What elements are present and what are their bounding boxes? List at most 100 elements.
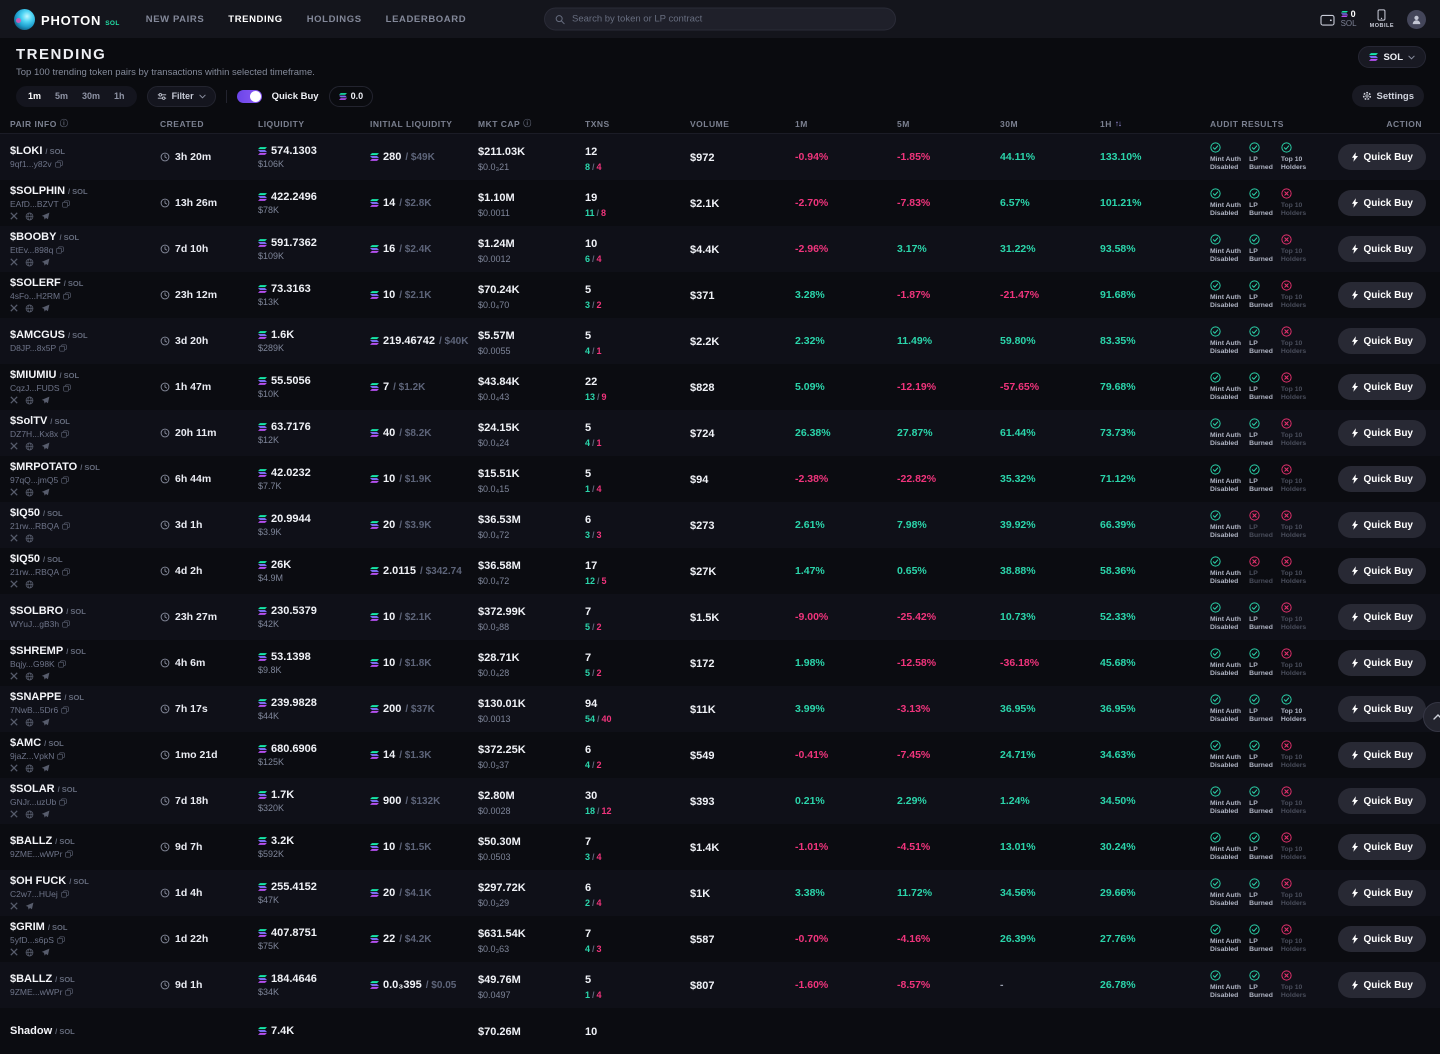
col-1h[interactable]: 1H↑↓ [1100, 119, 1210, 129]
copy-address-icon[interactable] [62, 568, 70, 576]
copy-address-icon[interactable] [65, 850, 73, 858]
quick-buy-amount-input[interactable]: 0.0 [329, 86, 374, 107]
x-icon[interactable] [10, 580, 18, 589]
table-row[interactable]: $OH FUCK/ SOLC2w7...HUej1d 4h255.4152$47… [0, 870, 1440, 916]
table-row[interactable]: $SOLBRO/ SOLWYuJ...gB3h23h 27m230.5379$4… [0, 594, 1440, 640]
globe-icon[interactable] [25, 396, 34, 405]
x-icon[interactable] [10, 810, 18, 819]
telegram-icon[interactable] [41, 442, 50, 451]
copy-address-icon[interactable] [65, 988, 73, 996]
telegram-icon[interactable] [41, 488, 50, 497]
x-icon[interactable] [10, 948, 18, 957]
x-icon[interactable] [10, 304, 18, 313]
globe-icon[interactable] [25, 672, 34, 681]
globe-icon[interactable] [25, 212, 34, 221]
table-row[interactable]: $SOLERF/ SOL4sFo...H2RM23h 12m73.3163$13… [0, 272, 1440, 318]
x-icon[interactable] [10, 764, 18, 773]
wallet-button[interactable]: 0 SOL [1320, 9, 1357, 29]
copy-address-icon[interactable] [62, 620, 70, 628]
x-icon[interactable] [10, 718, 18, 727]
x-icon[interactable] [10, 258, 18, 267]
timeframe-5m[interactable]: 5m [48, 91, 75, 101]
table-row[interactable]: $BALLZ/ SOL9ZME...wWPr9d 7h3.2K$592K10/ … [0, 824, 1440, 870]
telegram-icon[interactable] [41, 810, 50, 819]
avatar[interactable] [1407, 10, 1426, 29]
quick-buy-button[interactable]: Quick Buy [1338, 374, 1426, 400]
copy-address-icon[interactable] [59, 344, 67, 352]
table-row[interactable]: $SOLAR/ SOLGNJr...uzUb7d 18h1.7K$320K900… [0, 778, 1440, 824]
quick-buy-button[interactable]: Quick Buy [1338, 144, 1426, 170]
copy-address-icon[interactable] [57, 936, 65, 944]
quick-buy-button[interactable]: Quick Buy [1338, 788, 1426, 814]
quick-buy-button[interactable]: Quick Buy [1338, 972, 1426, 998]
chain-selector[interactable]: SOL [1358, 46, 1426, 68]
copy-address-icon[interactable] [63, 292, 71, 300]
copy-address-icon[interactable] [61, 430, 69, 438]
copy-address-icon[interactable] [55, 160, 63, 168]
quick-buy-button[interactable]: Quick Buy [1338, 558, 1426, 584]
x-icon[interactable] [10, 672, 18, 681]
quick-buy-button[interactable]: Quick Buy [1338, 282, 1426, 308]
x-icon[interactable] [10, 396, 18, 405]
x-icon[interactable] [10, 212, 18, 221]
telegram-icon[interactable] [41, 258, 50, 267]
copy-address-icon[interactable] [59, 798, 67, 806]
quick-buy-button[interactable]: Quick Buy [1338, 466, 1426, 492]
filter-button[interactable]: Filter [147, 86, 216, 107]
table-row[interactable]: $AMCGUS/ SOLD8JP...8x5P3d 20h1.6K$289K21… [0, 318, 1440, 364]
telegram-icon[interactable] [41, 396, 50, 405]
globe-icon[interactable] [25, 488, 34, 497]
x-icon[interactable] [10, 442, 18, 451]
globe-icon[interactable] [25, 948, 34, 957]
telegram-icon[interactable] [25, 902, 34, 911]
quick-buy-button[interactable]: Quick Buy [1338, 512, 1426, 538]
settings-button[interactable]: Settings [1352, 85, 1424, 107]
quick-buy-button[interactable]: Quick Buy [1338, 650, 1426, 676]
table-row-partial[interactable]: Shadow/ SOL7.4K$70.26M10 [0, 1008, 1440, 1054]
table-row[interactable]: $MIUMIU/ SOLCqzJ...FUDS1h 47m55.5056$10K… [0, 364, 1440, 410]
telegram-icon[interactable] [41, 212, 50, 221]
quick-buy-button[interactable]: Quick Buy [1338, 926, 1426, 952]
copy-address-icon[interactable] [58, 660, 66, 668]
table-row[interactable]: $AMC/ SOL9jaZ...VpkN1mo 21d680.6906$125K… [0, 732, 1440, 778]
quick-buy-toggle[interactable] [237, 90, 262, 103]
timeframe-1h[interactable]: 1h [107, 91, 132, 101]
table-row[interactable]: $SOLPHIN/ SOLEAfD...BZVT13h 26m422.2496$… [0, 180, 1440, 226]
timeframe-30m[interactable]: 30m [75, 91, 107, 101]
quick-buy-button[interactable]: Quick Buy [1338, 880, 1426, 906]
copy-address-icon[interactable] [56, 246, 64, 254]
quick-buy-button[interactable]: Quick Buy [1338, 742, 1426, 768]
table-row[interactable]: $IQ50/ SOL21rw...RBQA3d 1h20.9944$3.9K20… [0, 502, 1440, 548]
table-row[interactable]: $SolTV/ SOLDZ7H...Kx8x20h 11m63.7176$12K… [0, 410, 1440, 456]
globe-icon[interactable] [25, 764, 34, 773]
quick-buy-button[interactable]: Quick Buy [1338, 696, 1426, 722]
quick-buy-button[interactable]: Quick Buy [1338, 834, 1426, 860]
table-row[interactable]: $SHREMP/ SOLBqjy...G98K4h 6m53.1398$9.8K… [0, 640, 1440, 686]
quick-buy-button[interactable]: Quick Buy [1338, 236, 1426, 262]
brand[interactable]: PHOTON SOL [14, 9, 120, 30]
table-row[interactable]: $BALLZ/ SOL9ZME...wWPr9d 1h184.4646$34K0… [0, 962, 1440, 1008]
x-icon[interactable] [10, 534, 18, 543]
nav-trending[interactable]: TRENDING [228, 14, 282, 25]
x-icon[interactable] [10, 902, 18, 911]
quick-buy-button[interactable]: Quick Buy [1338, 604, 1426, 630]
nav-holdings[interactable]: HOLDINGS [307, 14, 362, 25]
globe-icon[interactable] [25, 810, 34, 819]
copy-address-icon[interactable] [61, 476, 69, 484]
copy-address-icon[interactable] [61, 890, 69, 898]
table-row[interactable]: $MRPOTATO/ SOL97qQ...jmQ56h 44m42.0232$7… [0, 456, 1440, 502]
mobile-app-button[interactable]: MOBILE [1370, 9, 1394, 29]
globe-icon[interactable] [25, 534, 34, 543]
copy-address-icon[interactable] [57, 752, 65, 760]
table-row[interactable]: $IQ50/ SOL21rw...RBQA4d 2h26K$4.9M2.0115… [0, 548, 1440, 594]
copy-address-icon[interactable] [62, 522, 70, 530]
quick-buy-button[interactable]: Quick Buy [1338, 420, 1426, 446]
telegram-icon[interactable] [41, 764, 50, 773]
globe-icon[interactable] [25, 442, 34, 451]
globe-icon[interactable] [25, 580, 34, 589]
nav-leaderboard[interactable]: LEADERBOARD [386, 14, 467, 25]
table-row[interactable]: $BOOBY/ SOLEtEv...898q7d 10h591.7362$109… [0, 226, 1440, 272]
table-row[interactable]: $GRIM/ SOL5yfD...s6pS1d 22h407.8751$75K2… [0, 916, 1440, 962]
quick-buy-button[interactable]: Quick Buy [1338, 190, 1426, 216]
telegram-icon[interactable] [41, 718, 50, 727]
